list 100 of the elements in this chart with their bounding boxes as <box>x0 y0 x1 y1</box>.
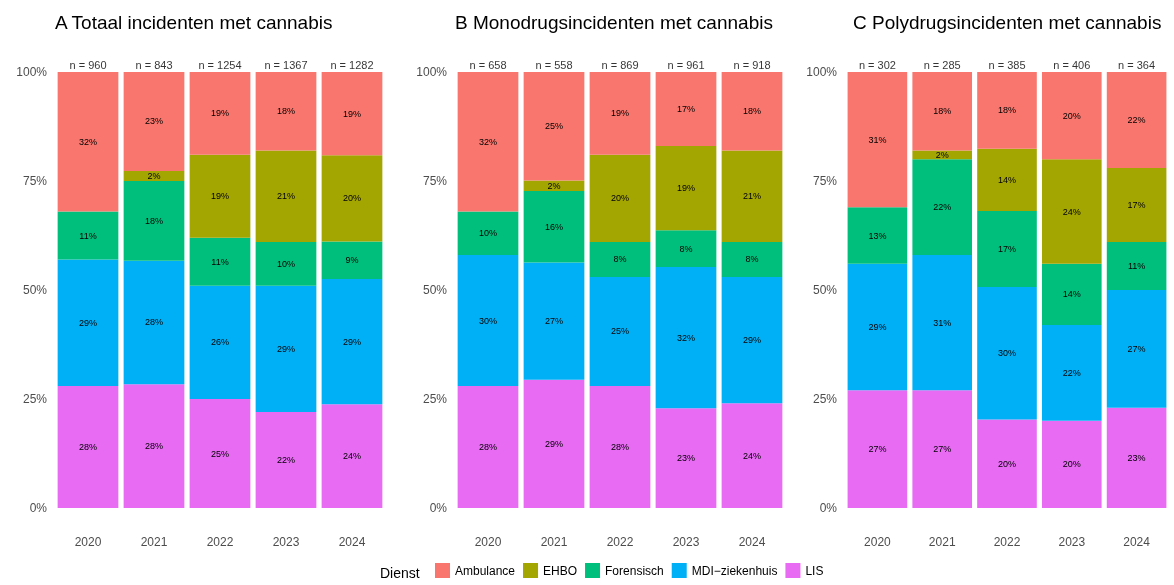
data-label: 24% <box>342 451 362 462</box>
data-label: 18% <box>276 106 296 117</box>
data-label: 28% <box>78 441 98 452</box>
bar <box>1041 324 1102 421</box>
bar <box>457 72 519 212</box>
bar <box>589 385 651 508</box>
bar <box>721 150 783 243</box>
data-label: 11% <box>1127 261 1146 272</box>
x-tick-label: 2024 <box>338 535 366 549</box>
bar <box>321 155 383 242</box>
data-label: 10% <box>276 258 296 269</box>
bar <box>255 72 317 151</box>
data-label: 25% <box>610 326 630 337</box>
data-label: 27% <box>544 316 564 327</box>
bar <box>189 399 251 508</box>
data-label: 11% <box>211 256 229 267</box>
bar <box>255 285 317 413</box>
annotation: n = 843 <box>135 58 173 71</box>
annotation: n = 406 <box>1053 58 1091 71</box>
chart-title: A Totaal incidenten met cannabis <box>55 12 333 33</box>
bar <box>1106 242 1167 290</box>
bar <box>721 242 783 277</box>
bar <box>57 259 119 386</box>
bar <box>457 385 519 508</box>
data-label: 17% <box>1127 199 1146 210</box>
bar <box>457 255 519 386</box>
data-label: 20% <box>997 458 1017 469</box>
legend-title: Dienst <box>380 565 420 581</box>
x-tick-label: 2021 <box>928 535 956 549</box>
data-label: 22% <box>1127 114 1146 125</box>
data-label: 19% <box>210 191 230 202</box>
legend-label: LIS <box>805 563 824 578</box>
data-label: 28% <box>144 317 164 328</box>
bar <box>1041 72 1102 160</box>
data-label: 19% <box>210 108 230 119</box>
data-label: 8% <box>613 254 627 265</box>
y-tick-label: 25% <box>812 392 838 406</box>
x-tick-label: 2021 <box>140 535 168 549</box>
y-tick-label: 50% <box>422 283 448 297</box>
data-label: 2% <box>147 170 161 181</box>
data-label: 29% <box>78 317 98 328</box>
annotation: n = 1254 <box>198 58 242 71</box>
bar <box>523 379 585 508</box>
bar <box>977 72 1037 149</box>
bar <box>1041 263 1102 325</box>
data-label: 20% <box>1062 459 1081 470</box>
bar <box>655 408 717 508</box>
y-tick-label: 0% <box>429 501 448 515</box>
data-label: 2% <box>547 180 561 191</box>
data-label: 24% <box>742 450 762 461</box>
bar <box>847 263 908 391</box>
data-label: 20% <box>1062 110 1081 121</box>
data-label: 30% <box>997 348 1017 359</box>
bar <box>655 72 717 147</box>
bar <box>912 72 973 151</box>
bar <box>589 154 651 243</box>
y-tick-label: 100% <box>16 65 48 79</box>
bar <box>977 286 1037 420</box>
data-label: 31% <box>933 317 952 328</box>
data-label: 29% <box>868 322 887 333</box>
data-label: 28% <box>610 441 630 452</box>
annotation: n = 385 <box>988 58 1026 71</box>
data-label: 8% <box>745 254 759 265</box>
data-label: 32% <box>676 332 696 343</box>
data-label: 29% <box>276 343 296 354</box>
y-tick-label: 75% <box>812 174 838 188</box>
bar <box>189 72 251 155</box>
bar <box>523 262 585 380</box>
x-tick-label: 2023 <box>1058 535 1086 549</box>
bar <box>655 146 717 231</box>
bar <box>57 72 119 212</box>
data-label: 22% <box>1062 367 1081 378</box>
bar <box>912 255 973 391</box>
bar <box>589 276 651 386</box>
x-tick-label: 2022 <box>206 535 234 549</box>
bar <box>977 211 1037 287</box>
data-label: 21% <box>742 191 762 202</box>
data-label: 10% <box>478 228 498 239</box>
bar <box>123 384 185 508</box>
y-tick-label: 50% <box>22 283 48 297</box>
chart-title: C Polydrugsincidenten met cannabis <box>853 12 1162 33</box>
bar <box>977 419 1037 508</box>
data-label: 18% <box>144 215 164 226</box>
y-tick-label: 25% <box>22 392 48 406</box>
bar <box>589 242 651 277</box>
data-label: 27% <box>933 444 952 455</box>
data-label: 21% <box>276 191 296 202</box>
bar <box>847 390 908 508</box>
legend-label: EHBO <box>543 563 578 578</box>
data-label: 29% <box>742 335 762 346</box>
annotation: n = 302 <box>858 58 896 71</box>
data-label: 26% <box>210 337 230 348</box>
data-label: 17% <box>997 244 1017 255</box>
data-label: 18% <box>997 105 1017 116</box>
y-tick-label: 100% <box>416 65 448 79</box>
bar <box>523 72 585 181</box>
bar <box>255 242 317 286</box>
x-tick-label: 2022 <box>993 535 1021 549</box>
data-label: 23% <box>1127 452 1146 463</box>
data-label: 32% <box>78 136 98 147</box>
